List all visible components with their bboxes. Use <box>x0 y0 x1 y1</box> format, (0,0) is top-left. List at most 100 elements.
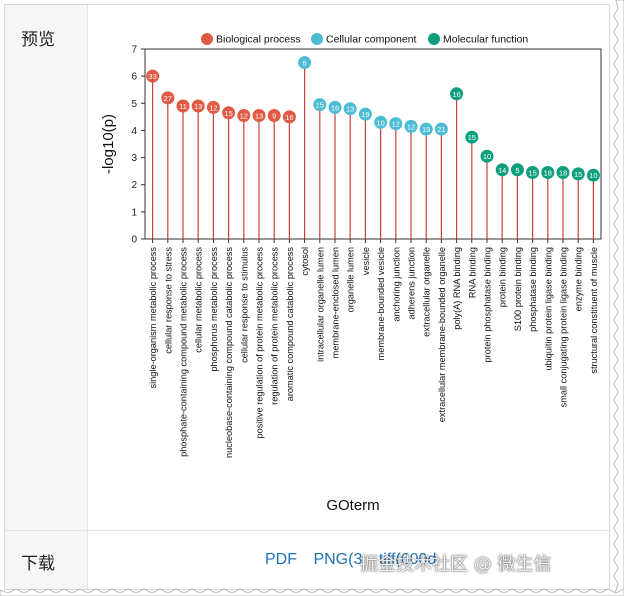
point-marker <box>313 98 327 112</box>
legend-label: Cellular component <box>326 34 417 46</box>
x-tick-label: intracellular organelle lumen <box>315 247 325 362</box>
result-panel: 预览 下载 0 1 2 3 4 5 6 7 -log10(p) Biological proces… <box>4 4 610 590</box>
point-count-label: 12 <box>392 120 400 129</box>
point-marker <box>571 167 585 181</box>
point-marker <box>434 122 448 136</box>
point-marker <box>358 107 372 121</box>
legend-label: Biological process <box>216 34 301 46</box>
x-tick-label: structural constituent of muscle <box>589 247 599 374</box>
point-marker <box>404 119 418 133</box>
point-count-label: 16 <box>331 103 339 112</box>
point-count-label: 16 <box>285 113 293 122</box>
go-enrichment-chart: 0 1 2 3 4 5 6 7 -log10(p) Biological process Cellu… <box>89 17 609 517</box>
point-marker <box>419 122 433 136</box>
point-count-label: 12 <box>209 103 217 112</box>
point-count-label: 6 <box>303 59 307 68</box>
x-tick-label: phosphatase binding <box>528 247 538 332</box>
y-tick-label: 0 <box>131 235 137 246</box>
point-count-label: 15 <box>528 169 536 178</box>
row-divider <box>5 530 609 531</box>
point-count-label: 13 <box>194 102 202 111</box>
x-tick-label: cytosol <box>300 247 310 276</box>
point-count-label: 12 <box>407 122 415 131</box>
x-tick-label: ubiquitin protein ligase binding <box>543 247 553 371</box>
x-tick-label: vesicle <box>361 247 371 275</box>
point-marker <box>176 99 190 113</box>
point-marker <box>191 99 205 113</box>
point-marker <box>374 115 388 129</box>
x-tick-label: cellular metabolic process <box>194 247 204 353</box>
point-marker <box>450 87 464 101</box>
point-marker <box>282 110 296 124</box>
download-png-link[interactable]: PNG(3 <box>313 551 363 568</box>
x-tick-label: enzyme binding <box>574 247 584 311</box>
point-marker <box>328 100 342 114</box>
x-tick-label: single-organism metabolic process <box>148 247 158 389</box>
point-marker <box>206 100 220 114</box>
point-count-label: 33 <box>148 72 156 81</box>
download-pdf-link[interactable]: PDF <box>265 551 297 568</box>
point-count-label: 16 <box>452 90 460 99</box>
legend-label: Molecular function <box>443 34 528 46</box>
y-tick-label: 6 <box>131 72 137 83</box>
y-tick-label: 5 <box>131 99 137 110</box>
x-tick-label: poly(A) RNA binding <box>452 247 462 330</box>
x-tick-label: anchoring junction <box>391 247 401 322</box>
watermark: 掘金技术社区 @ 微生信 <box>360 554 552 575</box>
download-tiff-link[interactable]: tiff(600d <box>378 551 437 568</box>
point-count-label: 15 <box>574 170 582 179</box>
x-tick-label: cellular response to stress <box>163 247 173 354</box>
point-marker <box>146 69 160 83</box>
point-marker <box>161 91 175 105</box>
point-marker <box>556 166 570 179</box>
y-tick-label: 1 <box>131 207 137 218</box>
x-tick-label: regulation of protein metabolic process <box>270 247 280 405</box>
legend-marker <box>311 33 323 45</box>
torn-edge-decoration <box>613 0 624 596</box>
point-marker <box>541 166 555 179</box>
legend-marker <box>201 33 213 45</box>
x-tick-label: organelle lumen <box>346 247 356 312</box>
point-marker <box>252 109 266 122</box>
x-tick-label: phosphorus metabolic process <box>209 247 219 372</box>
point-marker <box>480 149 494 163</box>
point-count-label: 13 <box>346 105 354 114</box>
y-tick-label: 3 <box>131 153 137 164</box>
point-count-label: 21 <box>437 125 445 134</box>
point-marker <box>495 163 509 177</box>
point-count-label: 10 <box>483 152 491 161</box>
x-tick-label: protein binding <box>498 247 508 307</box>
point-count-label: 10 <box>589 171 597 180</box>
point-count-label: 15 <box>224 109 232 118</box>
x-tick-label: aromatic compound catabolic process <box>285 247 295 402</box>
y-tick-label: 4 <box>131 126 137 137</box>
point-count-label: 9 <box>272 112 276 121</box>
x-tick-label: cellular response to stimulus <box>239 247 249 363</box>
x-tick-label: RNA binding <box>467 247 477 298</box>
point-count-label: 13 <box>255 112 263 121</box>
x-tick-label: phosphate-containing compound metabolic … <box>179 247 189 457</box>
point-marker <box>526 166 540 179</box>
point-marker <box>465 130 479 144</box>
x-tick-label: protein phosphatase binding <box>483 247 493 362</box>
point-count-label: 5 <box>515 166 519 175</box>
point-count-label: 19 <box>422 125 430 134</box>
plot-frame <box>144 48 602 240</box>
point-count-label: 12 <box>240 112 248 121</box>
point-count-label: 15 <box>468 133 476 142</box>
y-tick-label: 7 <box>131 45 137 56</box>
legend-marker <box>428 33 440 45</box>
point-count-label: 27 <box>164 94 172 103</box>
point-marker <box>267 109 281 122</box>
point-count-label: 18 <box>544 169 552 178</box>
point-marker <box>298 56 312 70</box>
x-tick-label: nucleobase-containing compound catabolic… <box>224 247 234 458</box>
label-column <box>5 5 88 589</box>
x-tick-label: membrane-enclosed lumen <box>331 247 341 358</box>
point-marker <box>586 168 600 182</box>
point-count-label: 18 <box>559 169 567 178</box>
x-tick-label: small conjugating protein ligase binding <box>559 247 569 407</box>
point-count-label: 11 <box>179 102 187 111</box>
download-links: PDF PNG(3 tiff(600d <box>265 551 448 569</box>
torn-bottom-decoration <box>0 588 624 596</box>
